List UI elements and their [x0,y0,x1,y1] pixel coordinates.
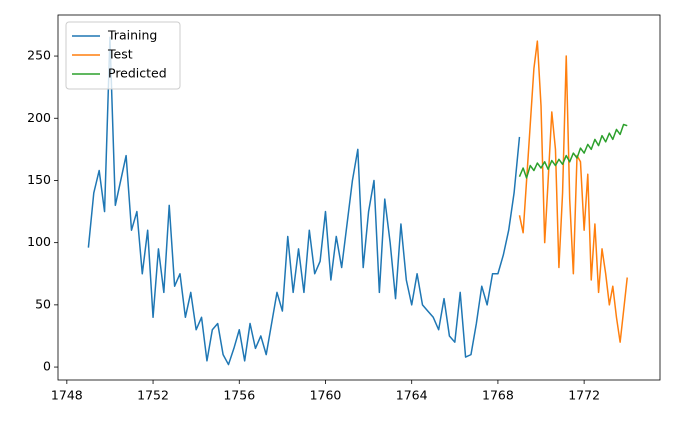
y-tick-label: 0 [43,359,51,374]
x-tick-label: 1772 [568,388,600,403]
x-tick-label: 1748 [51,388,83,403]
y-tick-label: 150 [27,172,51,187]
series-line [518,40,628,343]
x-tick-label: 1760 [310,388,342,403]
y-tick-label: 50 [35,296,51,311]
legend-label: Training [107,28,157,43]
x-tick-label: 1768 [482,388,514,403]
series-line [87,36,521,366]
legend-label: Test [107,47,133,62]
y-tick-label: 100 [27,234,51,249]
y-tick-label: 250 [27,48,51,63]
plot-frame [57,14,661,381]
legend-box [65,21,181,90]
legend-label: Predicted [108,66,167,81]
y-tick-label: 200 [27,110,51,125]
series-line [518,123,628,179]
x-tick-label: 1752 [137,388,169,403]
x-tick-label: 1764 [396,388,428,403]
x-tick-label: 1756 [223,388,255,403]
